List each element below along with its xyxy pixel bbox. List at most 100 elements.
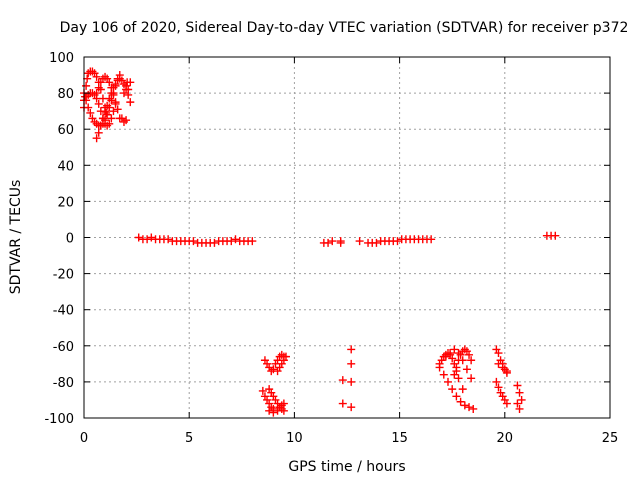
- data-point: [465, 350, 474, 359]
- data-point: [448, 354, 457, 363]
- x-tick-label: 15: [391, 431, 408, 446]
- data-point: [465, 403, 474, 412]
- axis-ticks: 0 5 10 15 20 25 -100 -80 -60 -40 -20 0 20 40 60 80 100: [44, 51, 618, 446]
- data-point: [231, 235, 240, 244]
- data-point: [113, 105, 122, 114]
- data-point: [269, 365, 278, 374]
- data-point: [134, 233, 143, 242]
- data-point: [103, 101, 112, 110]
- data-point: [328, 237, 337, 246]
- plot-frame: [83, 56, 611, 419]
- data-point: [515, 404, 524, 413]
- data-point: [227, 237, 236, 246]
- y-tick-label: -100: [44, 412, 74, 427]
- data-point: [94, 83, 103, 92]
- data-point: [258, 386, 267, 395]
- data-point: [467, 356, 476, 365]
- data-point: [347, 377, 356, 386]
- data-point: [454, 374, 463, 383]
- data-point: [143, 235, 152, 244]
- data-point: [347, 359, 356, 368]
- data-point: [338, 399, 347, 408]
- data-point: [105, 78, 114, 87]
- data-point: [439, 370, 448, 379]
- data-point: [427, 235, 436, 244]
- data-point: [460, 401, 469, 410]
- data-point: [94, 99, 103, 108]
- data-point: [355, 237, 364, 246]
- data-point: [446, 349, 455, 358]
- data-point: [372, 238, 381, 247]
- data-point: [92, 72, 101, 81]
- data-point: [123, 78, 132, 87]
- y-tick-label: -80: [53, 376, 74, 391]
- data-point: [452, 363, 461, 372]
- data-point: [462, 365, 471, 374]
- data-point: [551, 231, 560, 240]
- y-tick-label: 80: [57, 87, 74, 102]
- data-point: [347, 403, 356, 412]
- data-point: [513, 399, 522, 408]
- data-point: [126, 98, 135, 107]
- data-point: [515, 388, 524, 397]
- data-point: [82, 81, 91, 90]
- y-axis-label: SDTVAR / TECUs: [8, 180, 24, 295]
- data-point: [102, 108, 111, 117]
- y-tick-label: -40: [53, 304, 74, 319]
- data-series: [80, 67, 560, 417]
- data-point: [498, 363, 507, 372]
- chart-title: Day 106 of 2020, Sidereal Day-to-day VTE…: [60, 20, 629, 36]
- data-point: [452, 392, 461, 401]
- data-point: [502, 367, 511, 376]
- data-point: [84, 103, 93, 112]
- data-point: [96, 121, 105, 130]
- data-point: [107, 89, 116, 98]
- data-point: [92, 134, 101, 143]
- data-point: [82, 96, 91, 105]
- data-point: [265, 406, 274, 415]
- data-point: [324, 238, 333, 247]
- y-tick-label: 0: [66, 232, 74, 247]
- data-point: [448, 385, 457, 394]
- data-point: [494, 359, 503, 368]
- x-tick-label: 5: [185, 431, 193, 446]
- data-point: [107, 114, 116, 123]
- data-point: [456, 397, 465, 406]
- x-tick-label: 0: [80, 431, 88, 446]
- x-tick-label: 10: [286, 431, 303, 446]
- y-tick-label: -60: [53, 340, 74, 355]
- x-tick-label: 25: [602, 431, 619, 446]
- data-point: [502, 399, 511, 408]
- data-point: [119, 89, 128, 98]
- y-tick-label: 20: [57, 195, 74, 210]
- data-point: [111, 98, 120, 107]
- data-point: [248, 237, 257, 246]
- data-point: [109, 107, 118, 116]
- y-tick-label: 40: [57, 159, 74, 174]
- data-point: [450, 345, 459, 354]
- data-point: [393, 237, 402, 246]
- data-point: [281, 352, 290, 361]
- data-point: [98, 114, 107, 123]
- data-point: [517, 395, 526, 404]
- data-point: [147, 233, 156, 242]
- x-tick-label: 20: [497, 431, 514, 446]
- data-point: [210, 238, 219, 247]
- data-point: [336, 237, 345, 246]
- data-point: [454, 356, 463, 365]
- data-point: [94, 128, 103, 137]
- data-point: [92, 89, 101, 98]
- data-point: [269, 408, 278, 417]
- data-point: [494, 349, 503, 358]
- data-point: [467, 374, 476, 383]
- data-point: [513, 381, 522, 390]
- data-point: [105, 94, 114, 103]
- data-point: [338, 376, 347, 385]
- data-point: [164, 235, 173, 244]
- grid: [84, 57, 610, 418]
- x-axis-label: GPS time / hours: [288, 459, 405, 475]
- data-point: [443, 377, 452, 386]
- data-point: [122, 116, 131, 125]
- y-tick-label: 100: [49, 51, 74, 66]
